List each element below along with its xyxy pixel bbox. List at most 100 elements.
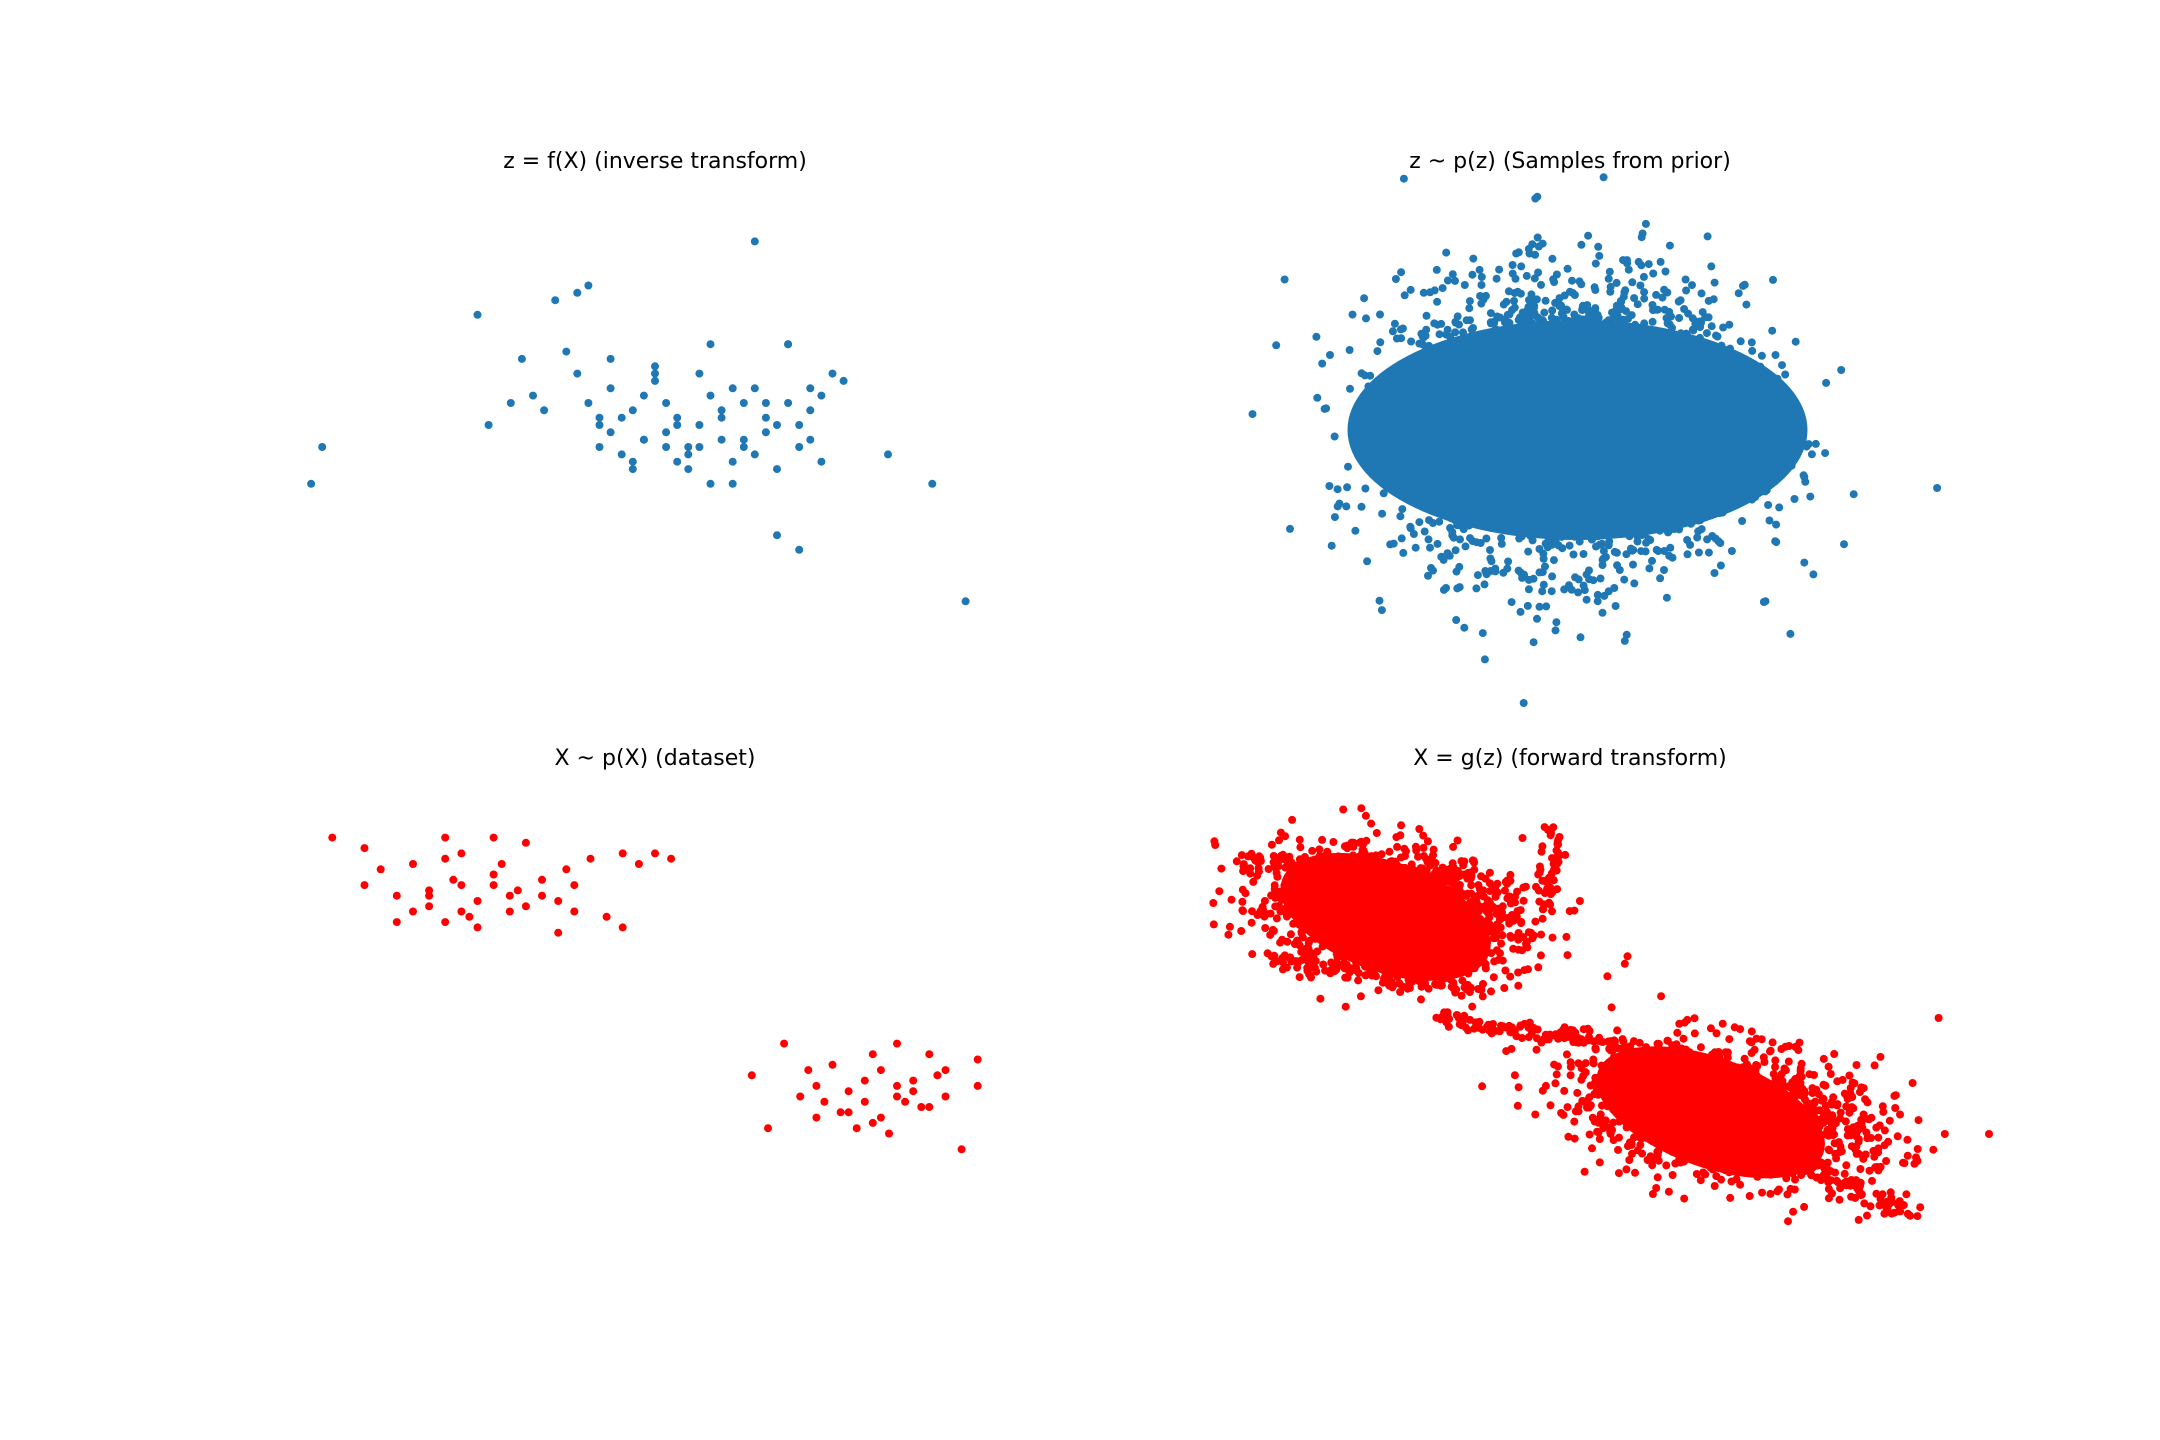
scatter-point xyxy=(1620,636,1629,645)
scatter-point xyxy=(1589,576,1598,585)
scatter-point xyxy=(409,860,417,868)
scatter-point xyxy=(1318,835,1327,844)
scatter-point xyxy=(1660,547,1669,555)
scatter-point xyxy=(1663,319,1672,328)
scatter-point xyxy=(1660,305,1669,314)
scatter-point xyxy=(1354,976,1363,985)
scatter-point xyxy=(1822,378,1831,387)
scatter-point xyxy=(1688,281,1696,290)
scatter-point xyxy=(1415,825,1424,833)
scatter-point xyxy=(1791,337,1800,346)
scatter-point xyxy=(812,1081,821,1090)
scatter-point xyxy=(1548,907,1556,916)
scatter-point xyxy=(1623,952,1632,961)
scatter-point xyxy=(457,907,466,916)
scatter-point xyxy=(1390,319,1399,328)
scatter-point xyxy=(868,1050,877,1059)
scatter-point xyxy=(973,1081,982,1090)
scatter-point xyxy=(1748,346,1757,355)
scatter-point xyxy=(1456,535,1464,544)
scatter-point xyxy=(513,886,522,895)
scatter-point xyxy=(1357,369,1366,378)
scatter-point xyxy=(1452,616,1461,624)
subplot-title: X ~ p(X) (dataset) xyxy=(554,746,755,771)
scatter-point xyxy=(1448,270,1457,279)
scatter-point xyxy=(1420,527,1429,536)
scatter-point xyxy=(684,450,693,459)
scatter-point xyxy=(884,450,892,459)
scatter-point xyxy=(795,421,804,429)
scatter-point xyxy=(1363,557,1372,566)
scatter-point xyxy=(1747,338,1756,347)
scatter-point xyxy=(1662,593,1671,602)
subplot-inverse-transform: z = f(X) (inverse transform) xyxy=(307,149,970,606)
scatter-point xyxy=(1466,534,1474,543)
scatter-point xyxy=(1660,566,1668,574)
scatter-point xyxy=(1639,272,1648,281)
scatter-point xyxy=(1318,359,1327,368)
scatter-point xyxy=(1320,404,1329,413)
scatter-point xyxy=(1435,330,1444,339)
scatter-point xyxy=(909,1087,918,1096)
scatter-point xyxy=(425,891,434,900)
scatter-point xyxy=(1591,259,1600,268)
scatter-point xyxy=(761,399,770,407)
scatter-point xyxy=(1707,322,1716,331)
scatter-point xyxy=(1549,556,1558,565)
scatter-point xyxy=(1239,907,1247,915)
scatter-point xyxy=(484,421,493,429)
scatter-point xyxy=(1499,568,1508,577)
scatter-point xyxy=(1491,883,1500,892)
scatter-point xyxy=(1551,626,1560,635)
scatter-point xyxy=(1538,587,1547,596)
scatter-point xyxy=(1482,570,1491,579)
scatter-point xyxy=(1469,254,1478,263)
scatter-point xyxy=(1569,550,1578,559)
scatter-point xyxy=(573,369,582,378)
scatter-point xyxy=(961,597,970,606)
scatter-point xyxy=(1377,850,1386,859)
scatter-point xyxy=(1477,273,1486,281)
scatter-point xyxy=(1238,897,1247,906)
scatter-point xyxy=(497,860,506,868)
scatter-point xyxy=(473,897,482,905)
scatter-point xyxy=(1593,590,1602,599)
scatter-point xyxy=(1599,173,1608,182)
scatter-point xyxy=(1360,294,1369,303)
scatter-point xyxy=(1400,844,1409,853)
scatter-point xyxy=(538,891,546,900)
scatter-point xyxy=(628,465,637,474)
scatter-point xyxy=(1574,575,1583,584)
scatter-point xyxy=(1248,410,1257,419)
scatter-point xyxy=(1398,324,1407,333)
scatter-point xyxy=(618,849,627,858)
scatter-point xyxy=(1452,567,1461,576)
scatter-point xyxy=(1315,845,1324,854)
scatter-point xyxy=(1506,899,1515,908)
scatter-point xyxy=(1345,346,1354,354)
scatter-point xyxy=(1346,384,1354,393)
scatter-point xyxy=(1584,231,1593,240)
scatter-point xyxy=(1534,268,1543,277)
scatter-point xyxy=(505,891,514,900)
scatter-point xyxy=(1840,540,1848,549)
scatter-point xyxy=(1519,699,1528,707)
scatter-point xyxy=(1656,574,1665,583)
subplot-title: z ~ p(z) (Samples from prior) xyxy=(1409,149,1731,174)
scatter-point xyxy=(1675,314,1684,322)
scatter-point xyxy=(1800,558,1809,567)
scatter-point xyxy=(747,1071,756,1080)
scatter-point xyxy=(584,399,593,407)
scatter-point xyxy=(739,435,748,444)
scatter-point xyxy=(1330,432,1339,441)
scatter-point xyxy=(673,421,682,429)
scatter-point xyxy=(449,875,458,884)
scatter-point xyxy=(1442,248,1451,257)
scatter-point xyxy=(1453,312,1462,321)
scatter-point xyxy=(1599,547,1608,556)
scatter-point xyxy=(893,1092,901,1101)
scatter-point xyxy=(1534,963,1543,972)
scatter-point xyxy=(1510,289,1519,297)
scatter-point xyxy=(1249,877,1258,886)
scatter-point xyxy=(1506,972,1515,981)
